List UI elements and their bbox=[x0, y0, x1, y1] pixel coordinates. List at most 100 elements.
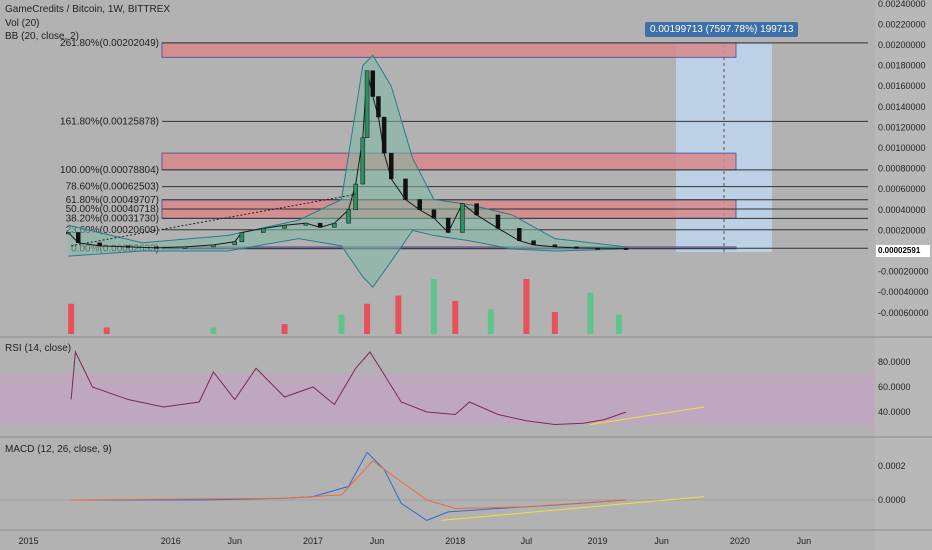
candle bbox=[552, 244, 558, 248]
macd-line bbox=[71, 451, 627, 521]
x-tick-label: Jul bbox=[521, 536, 533, 546]
fib-level-label: 23.60%(0.00020609) bbox=[66, 225, 159, 236]
macd-y-tick-label: 0.0000 bbox=[878, 495, 906, 505]
x-tick-label: 2016 bbox=[161, 536, 181, 546]
y-tick-label: -0.00020000 bbox=[878, 267, 929, 277]
candle bbox=[460, 203, 465, 233]
candle bbox=[389, 152, 394, 180]
volume-bar bbox=[587, 292, 594, 334]
candle bbox=[353, 183, 358, 211]
macd-legend: MACD (12, 26, close, 9) bbox=[5, 444, 112, 455]
volume-bar bbox=[68, 303, 75, 334]
volume-bar bbox=[395, 295, 402, 334]
y-tick-label: 0.00020000 bbox=[878, 225, 926, 235]
bb-lower-line bbox=[68, 229, 627, 288]
rsi-line bbox=[70, 350, 627, 426]
fib-level-label: 38.20%(0.00031730) bbox=[66, 213, 159, 224]
x-tick-label: Jun bbox=[797, 536, 812, 546]
rsi-y-tick-label: 80.0000 bbox=[878, 357, 911, 367]
candle bbox=[495, 214, 501, 229]
x-tick-label: 2017 bbox=[303, 536, 323, 546]
candle bbox=[445, 217, 451, 233]
x-tick-label: 2020 bbox=[730, 536, 750, 546]
candle bbox=[332, 222, 337, 228]
fib-level-label: 100.00%(0.00078804) bbox=[60, 165, 159, 176]
rsi-y-tick-label: 40.0000 bbox=[878, 407, 911, 417]
y-tick-label: 0.00120000 bbox=[878, 122, 926, 132]
macd-y-tick-label: 0.0002 bbox=[878, 461, 906, 471]
x-tick-label: 2019 bbox=[588, 536, 608, 546]
x-tick-label: Jun bbox=[370, 536, 385, 546]
signal-line bbox=[71, 460, 627, 510]
fib-level-label: 78.60%(0.00062503) bbox=[66, 182, 159, 193]
candle bbox=[317, 222, 323, 228]
y-tick-label: 0.00240000 bbox=[878, 0, 926, 9]
candle bbox=[474, 203, 479, 216]
fib-level-label: 261.80%(0.00202049) bbox=[60, 38, 159, 49]
candle bbox=[182, 246, 188, 249]
candle bbox=[417, 199, 422, 211]
candle bbox=[239, 232, 245, 242]
y-tick-label: 0.00040000 bbox=[878, 205, 926, 215]
rsi-legend: RSI (14, close) bbox=[5, 343, 72, 354]
volume-bar bbox=[281, 324, 288, 334]
candle bbox=[260, 228, 266, 233]
volume-bar bbox=[338, 314, 345, 334]
y-tick-label: -0.00060000 bbox=[878, 308, 929, 318]
bb-fill bbox=[68, 55, 627, 288]
y-tick-label: 0.00220000 bbox=[878, 19, 926, 29]
y-tick-label: 0.00100000 bbox=[878, 143, 926, 153]
vol-legend: Vol (20) bbox=[5, 18, 40, 29]
candle bbox=[517, 228, 522, 241]
candle bbox=[211, 244, 216, 248]
trend-line-dotted bbox=[71, 193, 356, 247]
candle bbox=[381, 116, 387, 154]
candle bbox=[623, 247, 629, 250]
price-axis-strip bbox=[875, 0, 932, 550]
fib-level-label: 61.80%(0.00049707) bbox=[66, 195, 159, 206]
y-tick-label: 0.00160000 bbox=[878, 81, 926, 91]
candle bbox=[531, 240, 536, 246]
x-tick-label: 2018 bbox=[445, 536, 465, 546]
candle bbox=[360, 137, 366, 185]
fib-zone bbox=[161, 42, 737, 58]
symbol-legend: GameCredits / Bitcoin, 1W, BITTREX bbox=[5, 4, 171, 15]
candle bbox=[403, 178, 408, 200]
volume-bar bbox=[523, 279, 530, 334]
bb-upper-line bbox=[68, 54, 627, 248]
rsi-band bbox=[0, 374, 875, 425]
y-tick-label: 0.00080000 bbox=[878, 164, 926, 174]
volume-bar bbox=[103, 327, 110, 334]
x-tick-label: Jun bbox=[654, 536, 669, 546]
candle bbox=[346, 209, 351, 224]
rsi-trendline bbox=[590, 406, 705, 425]
last-price-badge: 0.00002591 bbox=[876, 245, 930, 257]
candle bbox=[125, 245, 131, 248]
y-tick-label: -0.00040000 bbox=[878, 287, 929, 297]
candle bbox=[595, 247, 600, 250]
macd-trendline bbox=[441, 496, 705, 521]
y-tick-label: 0.00200000 bbox=[878, 40, 926, 50]
bb-legend: BB (20, close, 2) bbox=[5, 31, 79, 42]
volume-bar bbox=[452, 301, 459, 334]
y-tick-label: 0.00180000 bbox=[878, 61, 926, 71]
x-tick-label: 2015 bbox=[18, 536, 38, 546]
volume-bar bbox=[551, 312, 558, 334]
candle bbox=[97, 242, 102, 247]
candle bbox=[76, 232, 81, 244]
candle bbox=[232, 241, 238, 246]
volume-bar bbox=[210, 327, 217, 334]
fib-level-label: 50.00%(0.00040718) bbox=[66, 204, 159, 215]
rsi-y-tick-label: 60.0000 bbox=[878, 382, 911, 392]
fib-zone bbox=[161, 152, 737, 171]
candle bbox=[376, 96, 381, 118]
candle bbox=[370, 70, 376, 97]
volume-bar bbox=[430, 279, 437, 334]
candle bbox=[573, 246, 579, 249]
fib-level-label: 161.80%(0.00125878) bbox=[60, 116, 159, 127]
candle bbox=[282, 225, 287, 229]
y-tick-label: 0.00140000 bbox=[878, 102, 926, 112]
volume-bar bbox=[364, 303, 371, 334]
